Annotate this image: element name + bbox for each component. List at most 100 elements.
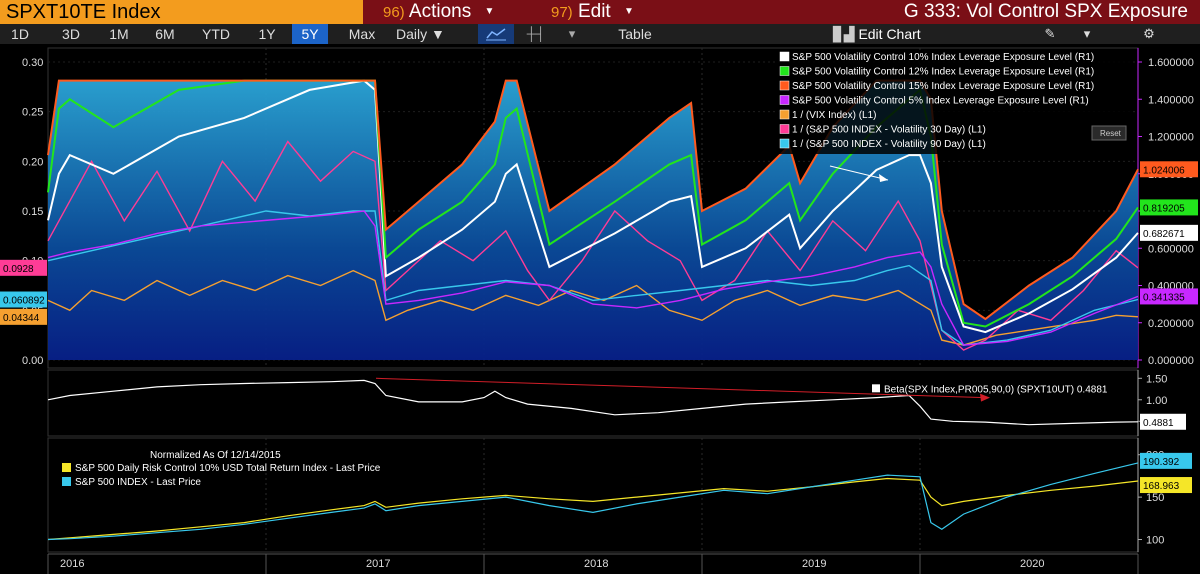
left-axis-tick: 0.15 [22,206,43,218]
frequency-label: Daily [396,26,428,42]
range-6m-button[interactable]: 6M [155,26,175,42]
series-line [47,79,1139,334]
legend-swatch [62,463,71,472]
trend-arrow [375,377,986,399]
last-value-badge [1140,161,1198,178]
left-axis-tick: 0.20 [22,156,43,168]
toolbar: 1D 3D 1M 6M YTD 1Y 5Y Max Daily ▼ ┼┤ ▾ T… [0,24,1200,44]
x-axis-tick: 2020 [1020,558,1044,570]
range-5y-button[interactable]: 5Y [292,24,328,44]
left-axis-tick: 0.25 [22,107,43,119]
range-1d-button[interactable]: 1D [11,26,29,42]
panel-frame [47,437,1139,553]
last-value-label: 0.4881 [1143,418,1174,429]
right-axis-tick: 0.000000 [1148,355,1194,367]
chevron-down-icon[interactable]: ▾ [568,26,576,41]
last-value-label: 1.024006 [1143,165,1185,176]
right-axis-tick: 100 [1146,535,1164,547]
last-value-label: 0.060892 [3,296,45,307]
series-line [47,210,1139,346]
reset-label: Reset [1100,129,1122,138]
right-axis-tick: 1.50 [1146,373,1167,385]
chart-bar-icon: ▊▟ [833,26,855,42]
ticker-title[interactable]: SPXT10TE Index [0,0,363,24]
last-value-label: 0.04344 [3,313,40,324]
legend-entry: Beta(SPX Index,PR005,90,0) (SPXT10UT) 0.… [884,384,1108,395]
line-chart-icon[interactable] [478,24,514,44]
legend-entry: S&P 500 Volatility Control 5% Index Leve… [792,96,1089,107]
right-axis-tick: 1.00 [1146,395,1167,407]
series-line [47,79,1139,321]
candlestick-icon[interactable]: ┼┤ [526,26,546,41]
last-value-badge [0,291,47,308]
left-axis-tick: 0.00 [22,355,43,367]
x-axis-tick: 2019 [802,558,826,570]
beta-line [47,379,1139,426]
legend-swatch [62,477,71,486]
range-3d-button[interactable]: 3D [62,26,80,42]
legend-swatch [779,80,790,91]
last-value-label: 0.819205 [1143,203,1185,214]
right-axis-tick: 0.600000 [1148,243,1194,255]
series-line [47,269,1139,346]
actions-menu-label: Actions [408,1,472,23]
price-line [47,477,1139,541]
last-value-badge [1140,288,1198,305]
range-1y-button[interactable]: 1Y [258,26,276,42]
range-ytd-button[interactable]: YTD [202,26,230,42]
legend-entry: 1 / (S&P 500 INDEX - Volatility 90 Day) … [792,139,986,150]
last-value-badge [1140,477,1192,494]
legend-swatch [779,66,790,76]
edit-menu-number: 97) [551,4,573,22]
chevron-down-icon: ▼ [484,6,495,17]
series-line [47,210,1139,346]
pencil-icon[interactable]: ✎ [1044,26,1056,41]
legend-swatch [872,384,880,393]
last-value-badge [1140,452,1192,469]
series-line [47,140,1139,351]
x-axis-tick: 2017 [366,558,390,570]
chevron-down-icon: ▼ [624,6,634,17]
window-title: G 333: Vol Control SPX Exposure [903,1,1188,22]
last-value-label: 0.0928 [3,264,34,275]
actions-menu[interactable]: 96) Actions ▼ [383,0,494,24]
left-axis-tick: 0.30 [22,57,43,69]
trend-arrowhead [980,393,990,402]
range-max-button[interactable]: Max [348,26,376,42]
reset-button [1091,125,1127,141]
x-axis: 201620172018201920202021 [47,553,1139,574]
legend: S&P 500 Volatility Control 10% Index Lev… [776,50,1132,154]
x-axis-tick: 2016 [60,558,84,570]
last-value-badge [1140,224,1198,241]
legend-entry: S&P 500 Volatility Control 15% Index Lev… [792,81,1094,92]
last-value-badge [0,259,47,276]
legend-entry: S&P 500 Daily Risk Control 10% USD Total… [75,463,381,474]
right-axis-tick: 0.200000 [1148,318,1194,330]
range-1m-button[interactable]: 1M [109,26,129,42]
edit-menu[interactable]: 97) Edit ▼ [551,0,634,24]
edit-chart-label: Edit Chart [858,26,921,42]
legend-swatch [779,138,790,149]
edit-chart-button[interactable]: ▊▟ Edit Chart [833,24,921,44]
caret-down-icon: ▼ [431,26,445,42]
chevron-down-icon[interactable]: ▾ [1083,26,1091,41]
gear-icon[interactable]: ⚙ [1143,26,1155,41]
normalized-panel: 200150100Normalized As Of 12/14/2015S&P … [47,437,1192,553]
edit-menu-label: Edit [577,1,611,23]
last-value-label: 0.682671 [1143,229,1185,240]
legend-entry: 1 / (VIX Index) (L1) [792,110,876,121]
actions-menu-number: 96) [383,4,405,22]
last-value-badge [1140,413,1186,430]
frequency-select[interactable]: Daily ▼ [396,24,468,44]
right-axis-tick: 150 [1146,492,1164,504]
legend-entry: 1 / (S&P 500 INDEX - Volatility 30 Day) … [792,125,986,136]
right-axis-tick: 1.400000 [1148,94,1194,106]
last-value-badge [0,308,47,325]
last-value-label: 168.963 [1143,481,1180,492]
right-axis-tick: 1.200000 [1148,132,1194,144]
last-value-badge [1140,199,1198,216]
legend-swatch [779,95,790,105]
right-axis-tick: 1.600000 [1148,57,1194,69]
table-button[interactable]: Table [618,26,652,42]
last-value-label: 0.341335 [1143,292,1185,303]
